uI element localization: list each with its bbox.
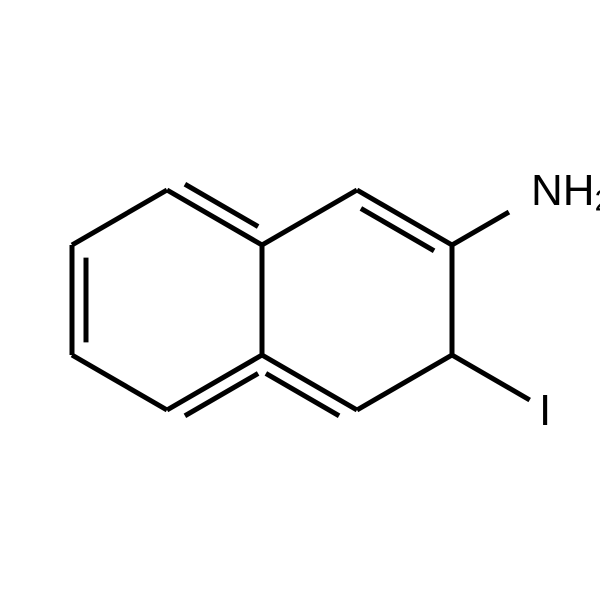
atom-label-N: NH2 [531,166,600,218]
molecule-canvas: NH2 I [0,0,600,600]
atom-label-I: I [539,386,551,435]
